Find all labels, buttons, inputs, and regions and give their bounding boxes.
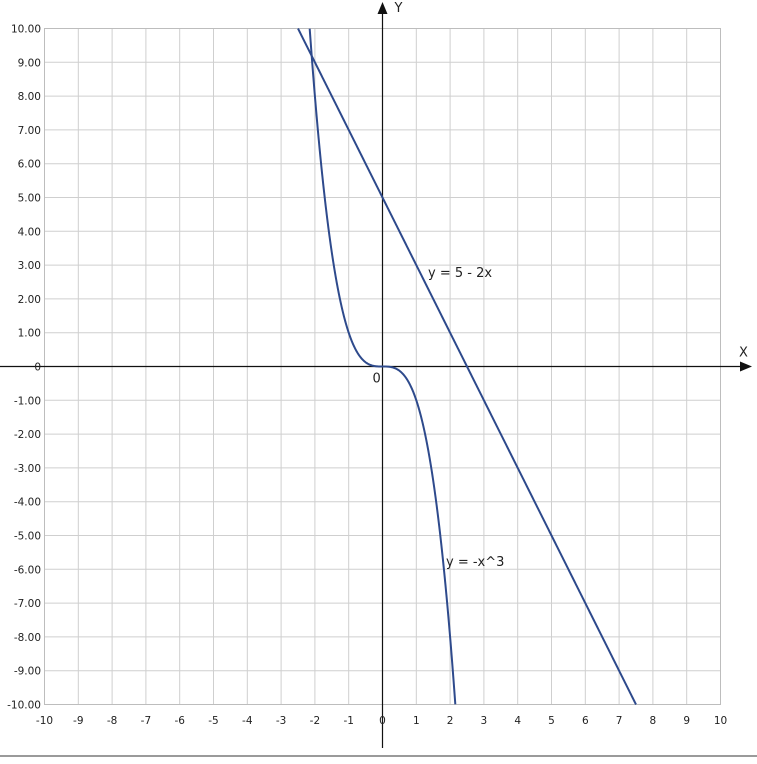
y-tick-label: -2.00 bbox=[14, 429, 41, 441]
y-tick-label: 9.00 bbox=[18, 57, 41, 69]
y-tick-label: -3.00 bbox=[14, 463, 41, 475]
y-tick-label: -7.00 bbox=[14, 598, 41, 610]
y-tick-label: 6.00 bbox=[18, 159, 41, 171]
y-tick-label: 10.00 bbox=[11, 24, 41, 36]
x-tick-label: 3 bbox=[481, 715, 488, 727]
x-tick-label: -6 bbox=[174, 715, 185, 727]
x-axis-arrow bbox=[740, 361, 752, 372]
series-line-1 bbox=[297, 28, 637, 705]
x-tick-label: -10 bbox=[36, 715, 53, 727]
y-tick-label: -1.00 bbox=[14, 395, 41, 407]
x-tick-label: 5 bbox=[548, 715, 555, 727]
tick-labels: -10 -9 -8 -7 -6 -5 -4 -3 -2 -1 0 1 2 3 4 5 6 7 8 9 1010.009.… bbox=[7, 24, 727, 728]
x-axis-label: X bbox=[739, 346, 748, 361]
y-tick-label: 4.00 bbox=[18, 226, 41, 238]
series-label-1: y = 5 - 2x bbox=[428, 266, 492, 281]
x-tick-label: 10 bbox=[714, 715, 727, 727]
series-line-2 bbox=[308, 28, 457, 705]
x-tick-label: 8 bbox=[650, 715, 657, 727]
y-tick-label: -9.00 bbox=[14, 666, 41, 678]
series-label-2: y = -x^3 bbox=[446, 555, 504, 570]
y-tick-label: -6.00 bbox=[14, 564, 41, 576]
x-tick-label: 9 bbox=[683, 715, 690, 727]
x-tick-label: -4 bbox=[242, 715, 253, 727]
x-tick-label: 2 bbox=[447, 715, 454, 727]
y-axis-label: Y bbox=[394, 1, 403, 16]
y-tick-label: 5.00 bbox=[18, 193, 41, 205]
x-tick-label: 1 bbox=[413, 715, 420, 727]
series-lines bbox=[297, 28, 637, 705]
y-tick-label: 1.00 bbox=[18, 328, 41, 340]
x-tick-label: -2 bbox=[310, 715, 320, 727]
origin-label: 0 bbox=[373, 372, 381, 387]
x-tick-label: -3 bbox=[276, 715, 286, 727]
y-tick-label: 2.00 bbox=[18, 294, 41, 306]
x-tick-label: -5 bbox=[208, 715, 218, 727]
y-tick-label: 7.00 bbox=[18, 125, 41, 137]
y-tick-label: -5.00 bbox=[14, 531, 41, 543]
x-tick-label: -7 bbox=[141, 715, 151, 727]
y-tick-label: -4.00 bbox=[14, 497, 41, 509]
x-tick-label: -1 bbox=[343, 715, 353, 727]
x-tick-label: 4 bbox=[514, 715, 521, 727]
y-tick-label: -10.00 bbox=[7, 700, 41, 712]
y-tick-label: -8.00 bbox=[14, 632, 41, 644]
x-tick-label: -9 bbox=[73, 715, 83, 727]
y-tick-label: 0 bbox=[34, 362, 41, 374]
bottom-border bbox=[0, 755, 757, 757]
x-tick-label: -8 bbox=[107, 715, 117, 727]
y-tick-label: 3.00 bbox=[18, 260, 41, 272]
axes: X Y 0 bbox=[0, 1, 752, 748]
y-axis-arrow bbox=[377, 2, 388, 14]
x-tick-label: 7 bbox=[616, 715, 623, 727]
x-tick-label: 6 bbox=[582, 715, 589, 727]
y-tick-label: 8.00 bbox=[18, 91, 41, 103]
series-labels: y = 5 - 2x y = -x^3 bbox=[428, 266, 504, 570]
x-tick-label: 0 bbox=[379, 715, 386, 727]
